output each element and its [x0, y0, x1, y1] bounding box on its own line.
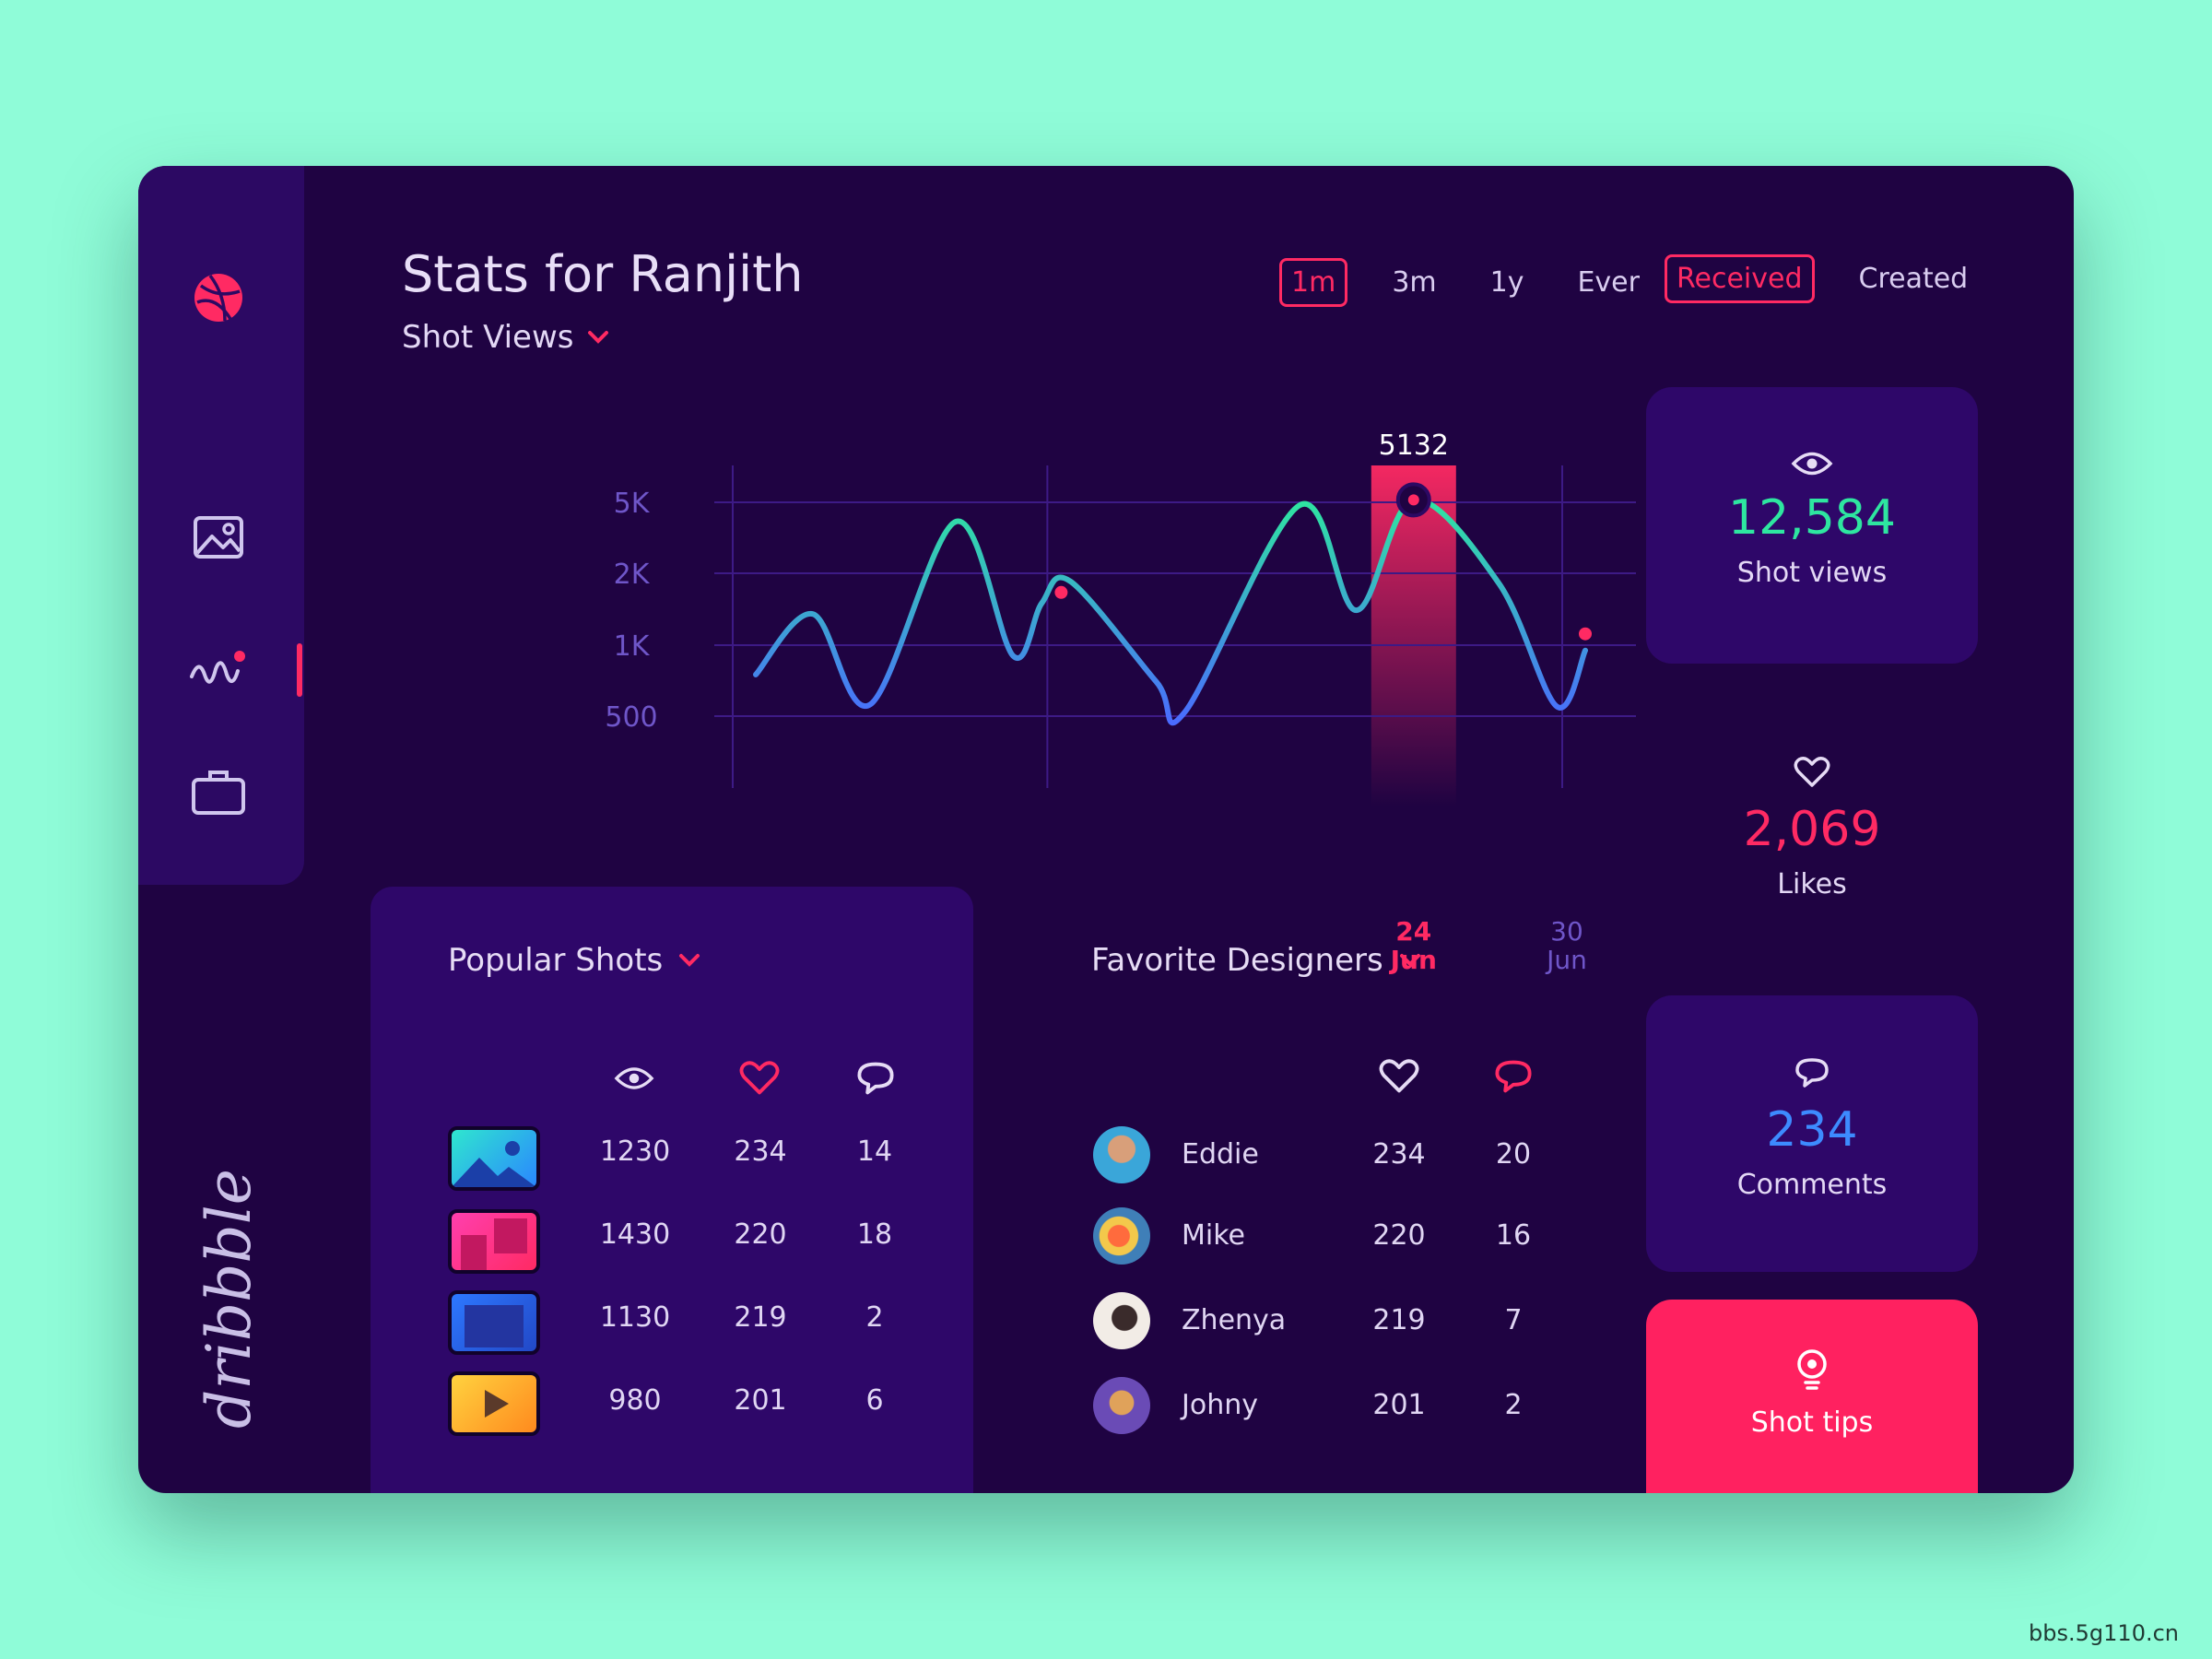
comments-label: Comments: [1736, 1169, 1888, 1201]
comments-count: 2: [865, 1301, 884, 1334]
likes-stat: 2,069 Likes: [1646, 756, 1978, 900]
marker-dot: [1054, 585, 1068, 599]
likes-count: 219: [1372, 1304, 1426, 1336]
favorite-designers-dropdown[interactable]: Favorite Designers: [1091, 942, 1422, 979]
designer-name[interactable]: Johny: [1182, 1389, 1258, 1421]
comment-icon: [1795, 1058, 1829, 1088]
comments-count: 2: [1504, 1389, 1523, 1421]
views-count: 1430: [599, 1218, 671, 1251]
popular-shots-panel: Popular Shots 1230 234 14 1430 220 18 11…: [371, 887, 973, 1493]
avatar[interactable]: [1093, 1292, 1150, 1349]
heart-icon: [739, 1061, 780, 1095]
highlight-point: [1407, 494, 1419, 506]
shot-tips-button[interactable]: Shot tips: [1646, 1300, 1978, 1493]
shot-thumbnail[interactable]: [448, 1371, 540, 1436]
dashboard-card: dribbble Stats for Ranjith Shot Views 1m…: [138, 166, 2074, 1493]
likes-label: Likes: [1777, 868, 1847, 900]
shot-thumbnail[interactable]: [448, 1290, 540, 1355]
x-tick-day: 30: [1550, 916, 1583, 947]
designer-name[interactable]: Eddie: [1182, 1138, 1259, 1171]
chevron-down-icon: [679, 954, 700, 967]
shot-tips-label: Shot tips: [1750, 1406, 1874, 1439]
views-count: 980: [608, 1384, 662, 1417]
popular-shots-dropdown[interactable]: Popular Shots: [448, 942, 701, 979]
likes-count: 201: [1372, 1389, 1426, 1421]
eye-icon: [1791, 452, 1833, 476]
lightbulb-icon: [1797, 1349, 1827, 1390]
views-count: 1230: [599, 1135, 671, 1168]
shot-thumbnail[interactable]: [448, 1126, 540, 1191]
eye-icon: [614, 1067, 654, 1089]
heart-icon: [1379, 1059, 1419, 1093]
y-tick-label: 2K: [614, 559, 651, 591]
highlight-value-label: 5132: [1379, 429, 1449, 462]
shot-thumbnail[interactable]: [448, 1209, 540, 1274]
range-tabs: 1m 3m 1y Ever: [1279, 258, 1649, 307]
series-line: [753, 497, 1588, 726]
x-tick-day: 24: [1395, 916, 1431, 947]
briefcase-icon[interactable]: [188, 761, 249, 822]
comments-count: 7: [1504, 1304, 1523, 1336]
page-title: Stats for Ranjith: [402, 245, 804, 303]
popular-shots-title: Popular Shots: [448, 942, 664, 979]
watermark: bbs.5g110.cn: [2029, 1620, 2179, 1646]
y-tick-label: 500: [605, 701, 657, 734]
shot-views-label: Shot views: [1736, 557, 1888, 589]
likes-count: 220: [734, 1218, 787, 1251]
tab-1m[interactable]: 1m: [1279, 258, 1348, 307]
designer-name[interactable]: Mike: [1182, 1219, 1245, 1252]
mode-tabs: Received Created: [1665, 254, 1977, 303]
metric-dropdown[interactable]: Shot Views: [402, 319, 610, 356]
comments-card: 234 Comments: [1646, 995, 1978, 1272]
x-tick-month: Jun: [1545, 945, 1587, 975]
comments-value: 234: [1766, 1102, 1858, 1158]
comment-icon: [1495, 1060, 1532, 1093]
stats-wave-icon[interactable]: [188, 638, 249, 699]
avatar[interactable]: [1093, 1207, 1150, 1265]
likes-count: 201: [734, 1384, 787, 1417]
y-tick-label: 1K: [614, 630, 651, 663]
likes-value: 2,069: [1743, 802, 1881, 857]
comment-icon: [857, 1062, 894, 1095]
shot-views-chart: 51325K2K1K50001Jun24Jun30Jun: [406, 378, 1696, 975]
shot-views-card: 12,584 Shot views: [1646, 387, 1978, 664]
image-icon[interactable]: [188, 507, 249, 568]
comments-count: 18: [856, 1218, 893, 1251]
heart-icon: [1794, 757, 1830, 787]
likes-count: 234: [734, 1135, 787, 1168]
likes-count: 219: [734, 1301, 787, 1334]
avatar[interactable]: [1093, 1377, 1150, 1434]
y-tick-label: 5K: [614, 488, 651, 520]
avatar[interactable]: [1093, 1126, 1150, 1183]
chevron-down-icon: [588, 331, 609, 344]
metric-label: Shot Views: [402, 319, 574, 356]
dribbble-logo: dribbble: [194, 1169, 265, 1429]
designer-name[interactable]: Zhenya: [1182, 1304, 1287, 1336]
likes-count: 234: [1372, 1138, 1426, 1171]
views-count: 1130: [599, 1301, 671, 1334]
likes-count: 220: [1372, 1219, 1426, 1252]
chevron-down-icon: [1399, 954, 1420, 967]
active-indicator: [297, 643, 302, 697]
shot-views-value: 12,584: [1728, 490, 1896, 546]
comments-count: 6: [865, 1384, 884, 1417]
tab-ever[interactable]: Ever: [1577, 266, 1640, 299]
comments-count: 16: [1495, 1219, 1532, 1252]
comments-count: 14: [856, 1135, 893, 1168]
sidebar: [138, 166, 304, 885]
comments-count: 20: [1495, 1138, 1532, 1171]
tab-created[interactable]: Created: [1858, 263, 1969, 295]
marker-dot: [1579, 627, 1592, 641]
favorite-designers-title: Favorite Designers: [1091, 942, 1383, 979]
tab-3m[interactable]: 3m: [1392, 266, 1437, 299]
tab-received[interactable]: Received: [1665, 254, 1815, 303]
dribbble-ball-icon[interactable]: [188, 267, 249, 328]
tab-1y[interactable]: 1y: [1489, 266, 1524, 299]
highlight-bar: [1371, 465, 1456, 806]
